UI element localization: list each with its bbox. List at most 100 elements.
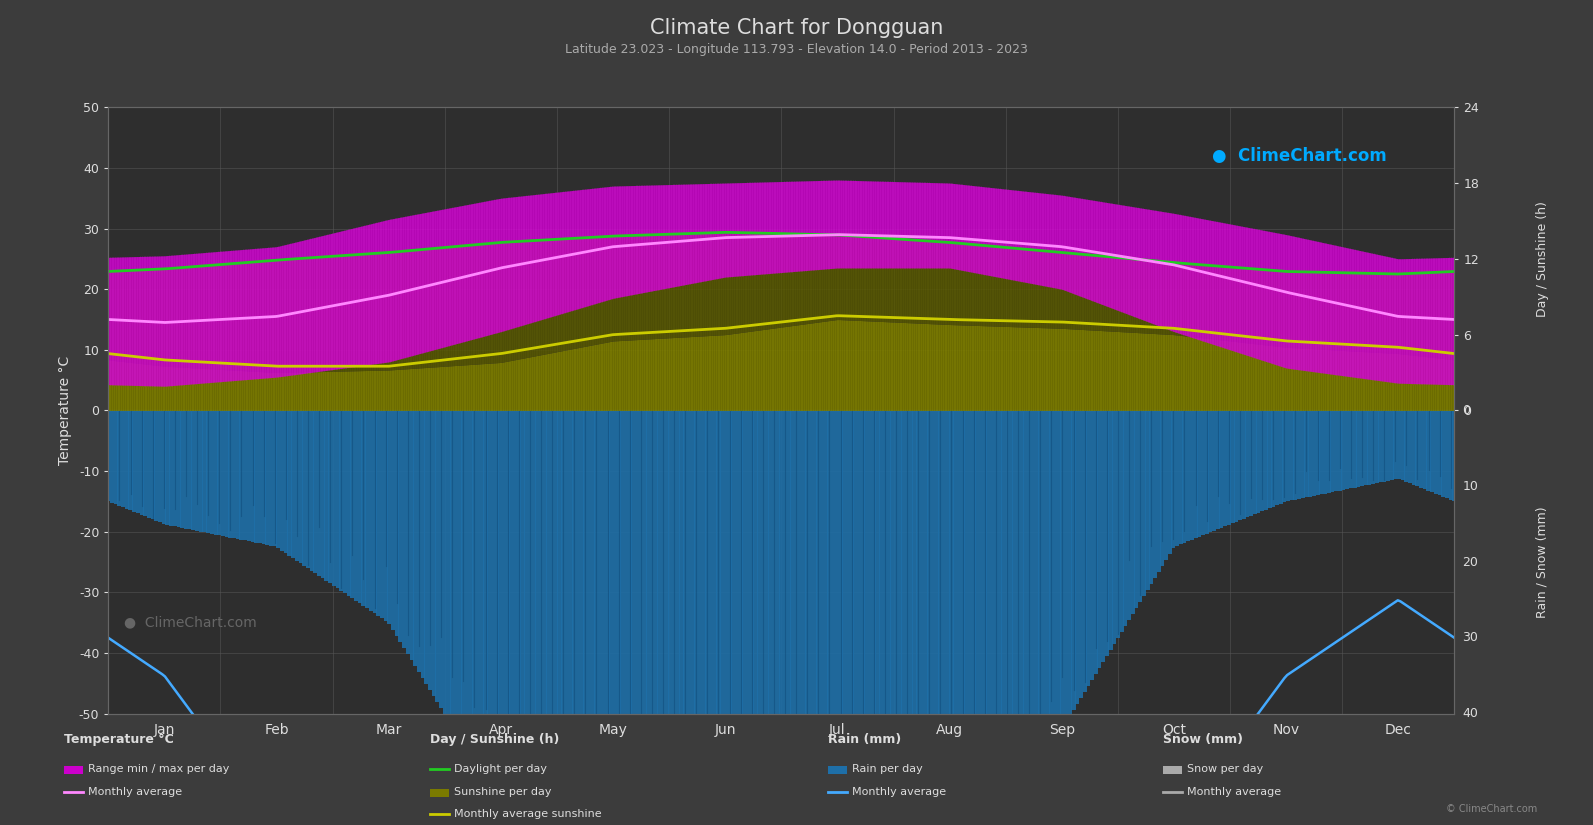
Bar xyxy=(1005,411,1008,825)
Bar xyxy=(1120,411,1123,632)
Bar xyxy=(1235,411,1238,521)
Bar xyxy=(476,411,479,767)
Bar xyxy=(894,411,898,825)
Bar xyxy=(277,411,280,548)
Bar xyxy=(303,411,306,566)
Bar xyxy=(1279,411,1282,503)
Bar xyxy=(1333,411,1338,491)
Bar xyxy=(1112,411,1117,644)
Bar xyxy=(499,411,502,804)
Bar xyxy=(1083,411,1086,692)
Bar xyxy=(339,411,344,591)
Bar xyxy=(1338,411,1341,491)
Bar xyxy=(409,411,414,660)
Bar xyxy=(457,411,462,738)
Bar xyxy=(1182,411,1187,543)
Bar xyxy=(1137,411,1142,602)
Bar xyxy=(876,411,879,825)
Bar xyxy=(1330,411,1335,492)
Bar xyxy=(1356,411,1360,487)
Bar xyxy=(180,411,185,528)
Bar xyxy=(946,411,949,825)
Bar xyxy=(309,411,314,571)
Bar xyxy=(561,411,566,825)
Bar xyxy=(1344,411,1349,489)
Bar xyxy=(1020,411,1024,810)
Bar xyxy=(787,411,790,825)
Bar xyxy=(1008,411,1013,825)
Bar xyxy=(1219,411,1223,528)
Bar xyxy=(717,411,720,825)
Bar xyxy=(1305,411,1308,497)
Bar xyxy=(266,411,269,545)
Bar xyxy=(1434,411,1438,494)
Bar xyxy=(1383,411,1386,482)
Bar xyxy=(546,411,551,825)
Bar xyxy=(812,411,817,825)
Bar xyxy=(202,411,207,532)
Bar xyxy=(1431,411,1434,493)
Bar xyxy=(753,411,758,825)
Bar xyxy=(1442,411,1445,497)
Bar xyxy=(110,411,115,503)
Bar xyxy=(1215,411,1220,529)
Bar xyxy=(827,411,832,825)
Bar xyxy=(1027,411,1031,795)
Bar xyxy=(1249,411,1254,516)
Bar xyxy=(1109,411,1112,650)
Bar xyxy=(194,411,199,530)
Bar xyxy=(451,411,454,726)
Bar xyxy=(871,411,876,825)
Bar xyxy=(1090,411,1094,680)
Bar xyxy=(1101,411,1106,662)
Bar xyxy=(255,411,258,543)
Bar xyxy=(140,411,143,515)
Bar xyxy=(1061,411,1064,728)
Bar xyxy=(801,411,806,825)
Bar xyxy=(1053,411,1058,742)
Bar xyxy=(287,411,292,555)
Bar xyxy=(566,411,569,825)
Bar xyxy=(1012,411,1016,825)
Text: Latitude 23.023 - Longitude 113.793 - Elevation 14.0 - Period 2013 - 2023: Latitude 23.023 - Longitude 113.793 - El… xyxy=(566,43,1027,56)
Bar xyxy=(658,411,661,825)
Bar xyxy=(1160,411,1164,566)
Bar xyxy=(706,411,709,825)
Bar xyxy=(331,411,336,586)
Bar xyxy=(247,411,250,541)
Bar xyxy=(605,411,610,825)
Bar xyxy=(538,411,543,825)
Bar xyxy=(443,411,448,714)
Bar xyxy=(846,411,851,825)
Bar xyxy=(118,411,121,506)
Bar xyxy=(723,411,728,825)
Bar xyxy=(1400,411,1405,480)
Bar xyxy=(468,411,473,756)
Bar xyxy=(712,411,717,825)
Bar xyxy=(155,411,158,521)
Bar xyxy=(964,411,969,825)
Bar xyxy=(494,411,499,798)
Bar xyxy=(177,411,180,527)
Bar xyxy=(980,411,983,825)
Bar xyxy=(228,411,233,538)
Bar xyxy=(143,411,147,516)
Bar xyxy=(857,411,862,825)
Bar xyxy=(217,411,221,535)
Bar xyxy=(365,411,370,608)
Bar xyxy=(401,411,406,648)
Bar xyxy=(804,411,809,825)
Bar xyxy=(113,411,118,504)
Bar xyxy=(597,411,602,825)
Bar xyxy=(1268,411,1271,508)
Bar xyxy=(701,411,706,825)
Bar xyxy=(1238,411,1243,520)
Bar xyxy=(1290,411,1294,500)
Bar xyxy=(1352,411,1357,488)
Bar xyxy=(1115,411,1120,638)
Bar xyxy=(1126,411,1131,620)
Bar xyxy=(1367,411,1372,484)
Bar xyxy=(739,411,742,825)
Bar xyxy=(516,411,521,825)
Bar xyxy=(487,411,491,785)
